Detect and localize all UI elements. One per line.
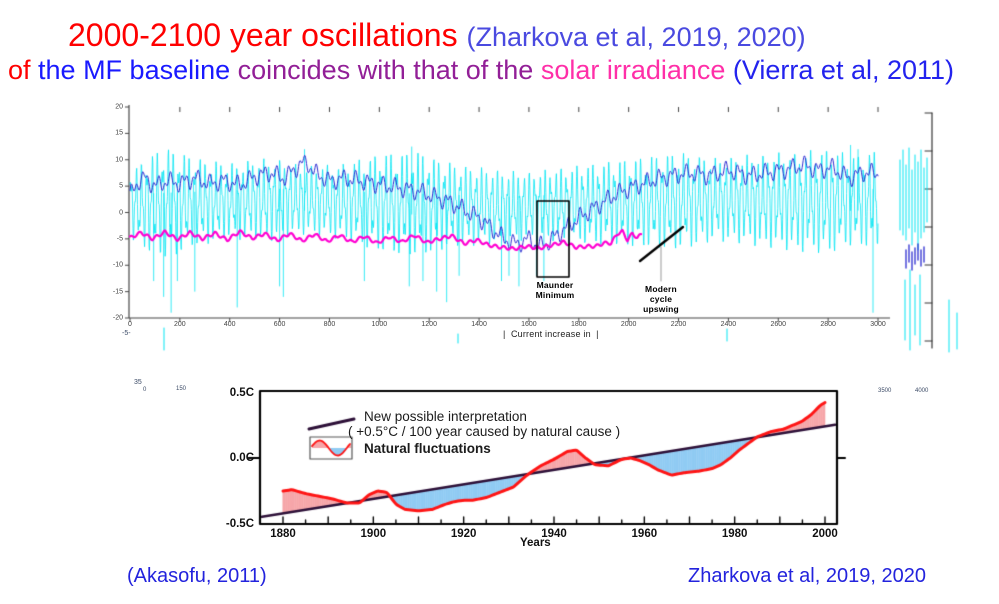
title-seg-solar-irradiance: solar irradiance: [540, 55, 733, 85]
maunder-minimum-label: Maunder Minimum: [535, 280, 575, 301]
x-axis-title-years: Years: [520, 537, 551, 549]
fragment-neg5: -5-: [122, 330, 131, 337]
tick-label: 2600: [770, 321, 787, 328]
tick-label: 0.0C: [229, 452, 254, 464]
tick-label: 2800: [820, 321, 836, 328]
tick-label: 3000: [870, 321, 886, 328]
tick-label: 15: [115, 129, 123, 137]
current-increase-label: | Current increase in |: [503, 329, 599, 339]
legend-line-label-1: New possible interpretation: [364, 409, 527, 424]
tick-label: -20: [112, 314, 123, 322]
tick-label: -5: [116, 235, 123, 243]
tick-label: 200: [174, 321, 186, 328]
tick-label: 1980: [721, 528, 748, 540]
slide-title-line1: 2000-2100 year oscillations (Zharkova et…: [68, 19, 806, 51]
tick-label: 800: [323, 321, 336, 328]
tick-label: 1800: [571, 321, 587, 328]
tick-label: 2400: [720, 321, 737, 328]
tick-label: 2000: [812, 528, 838, 540]
tick-label: 600: [273, 321, 286, 328]
tick-label: 0.5C: [229, 387, 254, 399]
caption-zharkova: Zharkova et al, 2019, 2020: [688, 565, 926, 587]
tick-label: 1400: [471, 321, 487, 328]
title-ref-zharkova: (Zharkova et al, 2019, 2020): [466, 22, 806, 52]
slide-title-line2: of the MF baseline coincides with that o…: [8, 57, 954, 84]
tick-label: 1960: [631, 528, 658, 540]
tick-label: 5: [119, 182, 123, 190]
tick-label: -15: [112, 288, 123, 296]
tick-label: -10: [112, 261, 123, 269]
tick-label: -0.5C: [225, 518, 254, 530]
legend-line-label-2: ( +0.5°C / 100 year caused by natural ca…: [348, 424, 621, 439]
fragment-150: 150: [176, 386, 187, 392]
title-seg-of: of: [8, 55, 39, 85]
title-seg-mf-baseline: the MF baseline: [38, 55, 238, 85]
caption-akasofu: (Akasofu, 2011): [127, 565, 267, 587]
tick-label: 2200: [670, 321, 687, 328]
tick-label: 1600: [521, 321, 537, 328]
fragment-0: 0: [143, 387, 147, 393]
tick-label: 1940: [541, 528, 567, 540]
tick-label: 1000: [371, 321, 388, 328]
title-seg-coincides: coincides with that of the: [237, 55, 541, 85]
tick-label: 1880: [270, 528, 296, 540]
tick-label: 0: [119, 209, 123, 216]
legend-area-label: Natural fluctuations: [364, 441, 491, 456]
fragment-35: 35: [134, 379, 142, 386]
tick-label: 1920: [450, 528, 477, 540]
modern-cycle-upswing-label: Modern cycle upswing: [643, 284, 679, 315]
fragment-3500: 3500: [878, 388, 892, 394]
tick-label: 1200: [421, 321, 437, 328]
tick-label: 2000: [620, 321, 637, 328]
title-main: 2000-2100 year oscillations: [68, 17, 467, 53]
fragment-4000: 4000: [915, 388, 929, 394]
tick-label: 10: [115, 156, 123, 164]
title-ref-vierra: (Vierra et al, 2011): [732, 55, 955, 85]
tick-label: 0: [128, 321, 132, 328]
tick-label: 20: [115, 103, 123, 111]
tick-label: 400: [223, 321, 236, 328]
tick-label: 1900: [360, 528, 387, 540]
